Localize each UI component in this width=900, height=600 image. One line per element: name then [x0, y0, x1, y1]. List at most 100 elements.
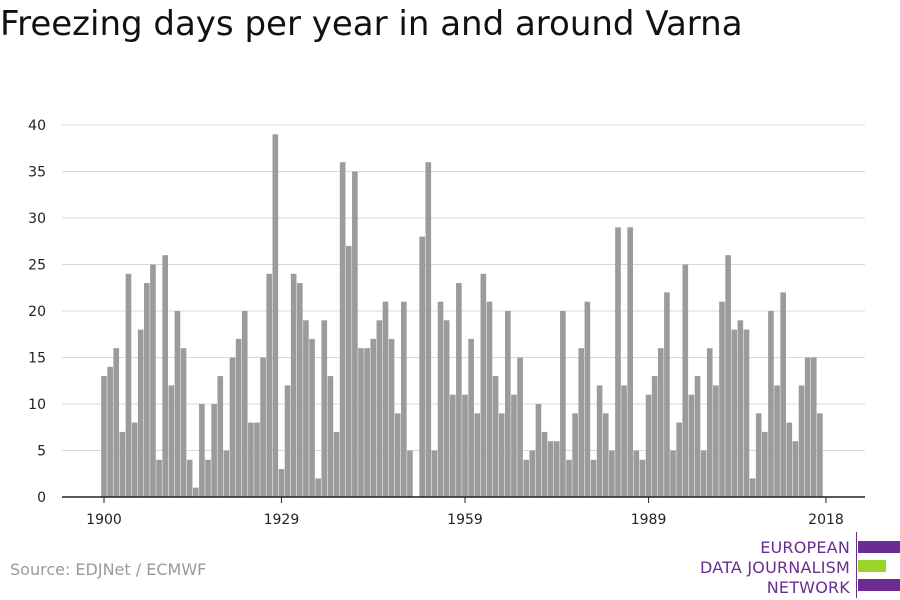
bar-1932: [296, 283, 303, 497]
x-tick-label: 1959: [447, 512, 483, 528]
source-note: Source: EDJNet / ECMWF: [10, 560, 207, 579]
bar-1989: [645, 394, 652, 497]
x-tick-label: 1929: [264, 512, 300, 528]
bar-1985: [621, 385, 627, 497]
bar-1954: [431, 450, 438, 497]
bar-1961: [474, 413, 481, 497]
y-tick-label: 40: [28, 118, 46, 134]
bar-1993: [670, 450, 676, 497]
bar-2016: [810, 357, 817, 497]
bar-1950: [407, 450, 413, 497]
bar-1984: [615, 227, 621, 498]
bar-1957: [449, 394, 456, 497]
bar-1919: [217, 376, 224, 497]
bar-1953: [425, 162, 432, 497]
bar-1960: [468, 338, 474, 497]
bar-1902: [113, 348, 120, 497]
logo-bar-purple-top: [858, 541, 900, 553]
bar-1927: [266, 273, 273, 497]
bar-1914: [186, 459, 193, 497]
bar-1982: [602, 413, 609, 497]
y-tick-label: 25: [28, 258, 46, 274]
bar-1912: [174, 311, 181, 497]
logo-divider: [856, 532, 857, 598]
bar-1973: [547, 441, 554, 497]
y-tick-label: 15: [28, 351, 46, 367]
bar-1978: [578, 348, 585, 497]
y-tick-label: 0: [37, 490, 46, 506]
bar-1996: [688, 394, 695, 497]
bar-2008: [761, 431, 768, 497]
bar-1970: [529, 450, 536, 497]
bar-1991: [657, 348, 664, 497]
bar-1930: [284, 385, 291, 497]
bar-2000: [713, 385, 719, 497]
bar-1907: [144, 283, 150, 497]
bar-1969: [523, 459, 530, 497]
bar-1971: [535, 404, 542, 497]
bar-1939: [339, 162, 346, 497]
bar-2012: [786, 422, 793, 497]
bar-1937: [327, 376, 334, 497]
bar-1906: [137, 329, 144, 497]
bar-1942: [358, 348, 364, 497]
bar-1974: [553, 441, 560, 497]
bar-1956: [443, 320, 450, 497]
x-tick-labels: 1900 1929 1959 1989 2018: [86, 512, 844, 528]
bar-1992: [664, 292, 670, 497]
bar-1900: [101, 376, 107, 497]
y-tick-label: 10: [28, 397, 46, 413]
y-tick-label: 30: [28, 211, 46, 227]
y-tick-label: 20: [28, 304, 46, 320]
bar-1997: [694, 376, 701, 497]
bar-2013: [792, 441, 799, 497]
bars: [101, 134, 823, 498]
bar-1983: [609, 450, 615, 497]
bar-1958: [456, 283, 462, 497]
bar-1909: [156, 459, 162, 497]
bar-1915: [192, 487, 199, 497]
bar-1944: [370, 338, 377, 497]
bar-1916: [199, 404, 205, 497]
logo-bar-purple-bottom: [858, 579, 900, 591]
bar-2017: [817, 413, 823, 497]
bar-1917: [205, 459, 211, 497]
bar-1911: [168, 385, 175, 497]
bar-1968: [517, 357, 523, 497]
x-tick-label: 1989: [631, 512, 667, 528]
axes: [62, 496, 865, 503]
bar-1938: [333, 431, 340, 497]
bar-1988: [639, 459, 646, 497]
bar-1940: [345, 245, 352, 497]
bar-1931: [290, 273, 297, 497]
bar-2005: [743, 329, 750, 497]
bar-1972: [541, 431, 548, 497]
bar-1966: [505, 311, 511, 497]
bar-1946: [382, 301, 389, 497]
bar-1928: [272, 134, 279, 498]
bar-2001: [719, 301, 725, 497]
bar-1965: [498, 413, 505, 497]
bar-1980: [590, 459, 597, 497]
bar-1924: [248, 422, 254, 497]
bar-1952: [419, 236, 425, 497]
bar-2004: [737, 320, 744, 497]
bar-1998: [700, 450, 707, 497]
bar-1955: [437, 301, 444, 497]
bar-1923: [241, 311, 248, 497]
bar-1948: [394, 413, 401, 497]
bar-1959: [462, 394, 468, 497]
bar-1941: [352, 171, 358, 497]
bar-2011: [780, 292, 786, 497]
bar-1918: [211, 404, 217, 497]
edjnet-logo[interactable]: EUROPEAN DATA JOURNALISM NETWORK: [700, 530, 900, 600]
bar-2002: [725, 255, 731, 497]
bar-1905: [131, 422, 138, 497]
bar-1936: [321, 320, 328, 497]
bar-1976: [566, 459, 572, 497]
bar-1933: [303, 320, 309, 497]
bar-1994: [676, 422, 682, 497]
bar-1910: [162, 255, 169, 497]
logo-text: EUROPEAN DATA JOURNALISM NETWORK: [700, 538, 850, 598]
bar-1929: [278, 469, 285, 497]
